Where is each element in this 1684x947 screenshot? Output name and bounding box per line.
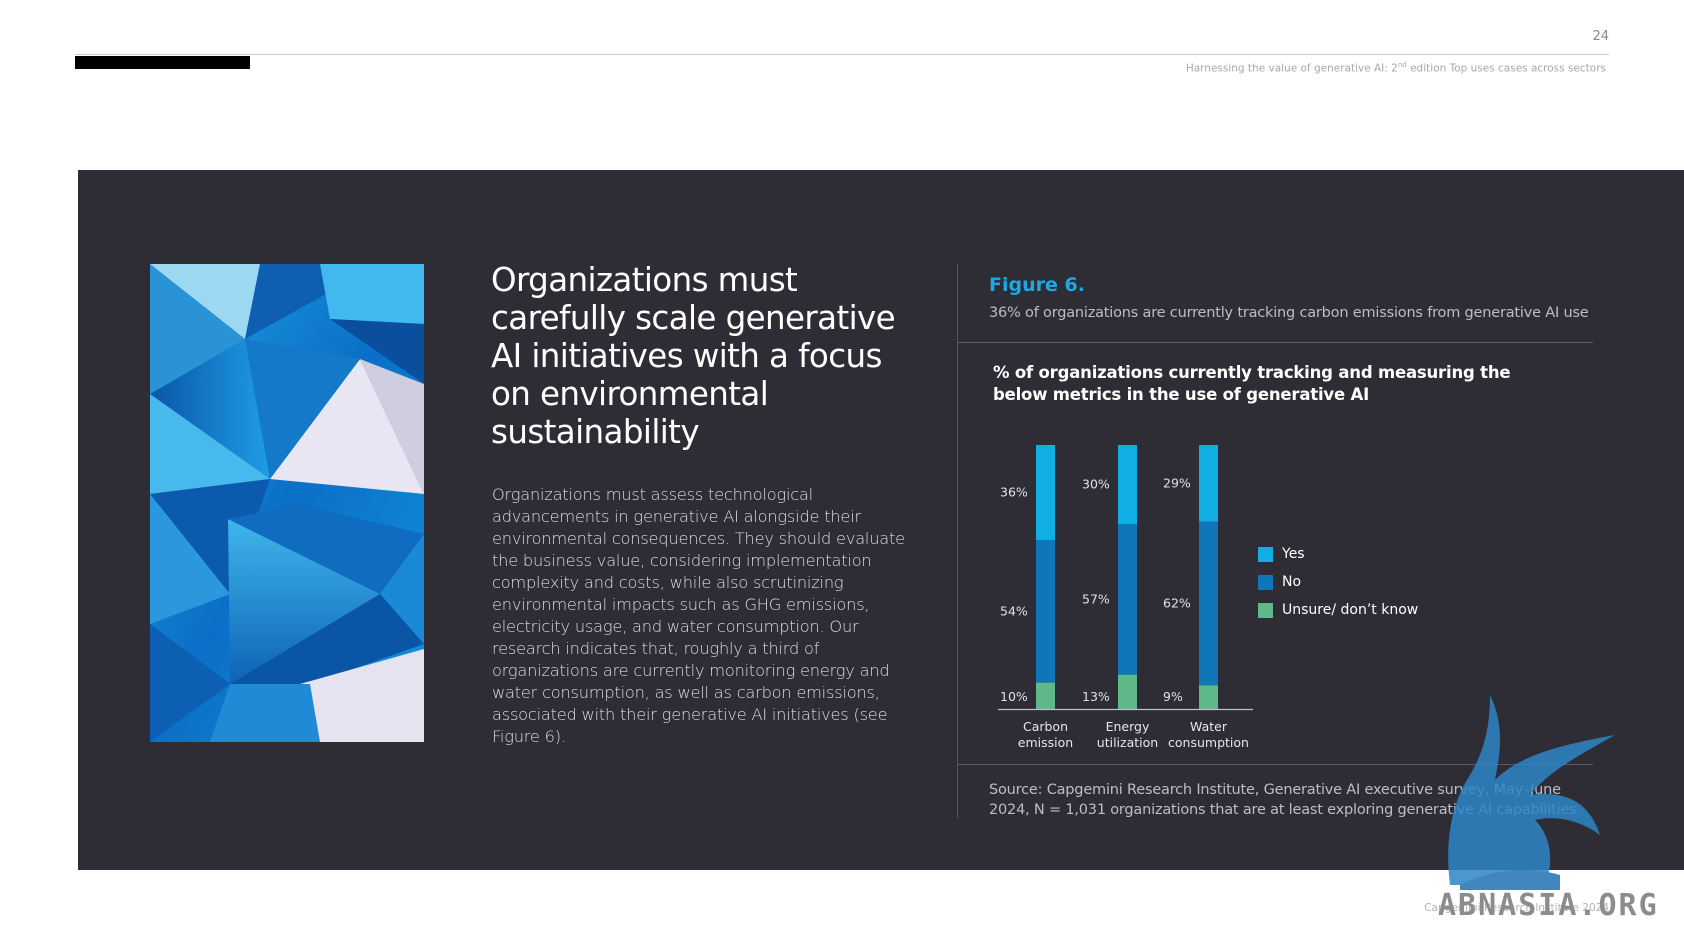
bar-unsure-1 — [1118, 674, 1137, 709]
legend-swatch — [1258, 602, 1273, 618]
category-label: Carbon — [1023, 719, 1068, 734]
running-head-part1: Harnessing the value of generative AI: 2 — [1185, 62, 1398, 75]
bar-unsure-0 — [1036, 682, 1055, 709]
bar-unsure-2 — [1199, 685, 1218, 709]
legend-swatch — [1258, 574, 1273, 590]
bar-yes-1 — [1118, 445, 1137, 525]
bar-no-0 — [1036, 540, 1055, 683]
category-label: Water — [1190, 719, 1228, 734]
data-label: 57% — [1082, 591, 1110, 606]
header-rule — [75, 54, 1609, 55]
data-label: 29% — [1163, 475, 1191, 490]
data-label: 36% — [1000, 485, 1028, 500]
footer-copyright: Capgemini Research Institute 2024 — [1424, 902, 1609, 914]
legend-item: No — [1258, 568, 1418, 596]
running-head-part2: edition Top uses cases across sectors — [1406, 62, 1606, 75]
legend-label: Yes — [1282, 546, 1305, 562]
figure-subtitle: 36% of organizations are currently track… — [989, 305, 1589, 321]
figure-source: Source: Capgemini Research Institute, Ge… — [989, 782, 1581, 818]
paper-triangles-illustration — [150, 264, 424, 742]
data-label: 13% — [1082, 689, 1110, 704]
category-label: consumption — [1168, 735, 1249, 750]
legend-item: Unsure/ don’t know — [1258, 596, 1418, 624]
watermark-text: ABNASIA.ORG — [1438, 888, 1659, 923]
bar-yes-0 — [1036, 445, 1055, 541]
data-label: 54% — [1000, 603, 1028, 618]
bar-yes-2 — [1199, 445, 1218, 522]
body-paragraph: Organizations must assess technological … — [492, 485, 905, 746]
header-accent-bar — [75, 56, 250, 69]
legend-label: Unsure/ don’t know — [1282, 602, 1419, 618]
page-number: 24 — [1592, 29, 1609, 44]
hero-image — [150, 264, 424, 742]
chart-legend: Yes No Unsure/ don’t know — [1258, 540, 1418, 624]
figure-rule-bottom — [957, 764, 1593, 765]
bar-no-1 — [1118, 524, 1137, 675]
data-label: 62% — [1163, 595, 1191, 610]
figure-rule-top — [957, 342, 1593, 343]
category-label: Energy — [1106, 719, 1150, 734]
headline: Organizations must carefully scale gener… — [491, 261, 896, 451]
watermark-griffin-logo — [1448, 695, 1615, 890]
category-label: utilization — [1097, 735, 1158, 750]
chart-title: % of organizations currently tracking an… — [993, 363, 1511, 404]
data-label: 10% — [1000, 689, 1028, 704]
data-label: 30% — [1082, 477, 1110, 492]
column-divider — [957, 264, 958, 818]
running-head-sup: nd — [1397, 61, 1407, 69]
running-head: Harnessing the value of generative AI: 2… — [1186, 61, 1606, 75]
legend-item: Yes — [1258, 540, 1418, 568]
data-label: 9% — [1163, 689, 1183, 704]
figure-label: Figure 6. — [989, 274, 1085, 296]
category-label: emission — [1018, 735, 1073, 750]
bar-no-2 — [1199, 521, 1218, 686]
legend-label: No — [1282, 574, 1302, 590]
legend-swatch — [1258, 546, 1273, 562]
